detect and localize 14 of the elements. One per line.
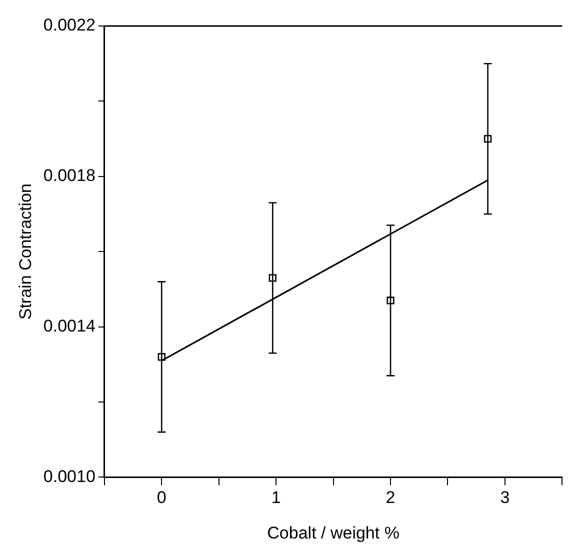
- point: [484, 134, 492, 143]
- point: [268, 274, 276, 282]
- y-tick-label: 0.0018: [43, 166, 96, 186]
- y-tick-label: 0.0010: [43, 466, 96, 486]
- point: [158, 353, 166, 361]
- x-tick-label: 3: [500, 488, 510, 508]
- y-tick-label: 0.0022: [43, 16, 96, 35]
- point: [386, 296, 394, 304]
- x-tick-label: 2: [386, 488, 396, 508]
- x-tick-label: 1: [271, 488, 281, 508]
- x-tick-label: 0: [156, 488, 166, 508]
- x-axis-title: Cobalt / weight %: [267, 523, 400, 542]
- y-tick-label: 0.0014: [43, 316, 96, 336]
- y-axis-title: Strain Contraction: [16, 184, 35, 320]
